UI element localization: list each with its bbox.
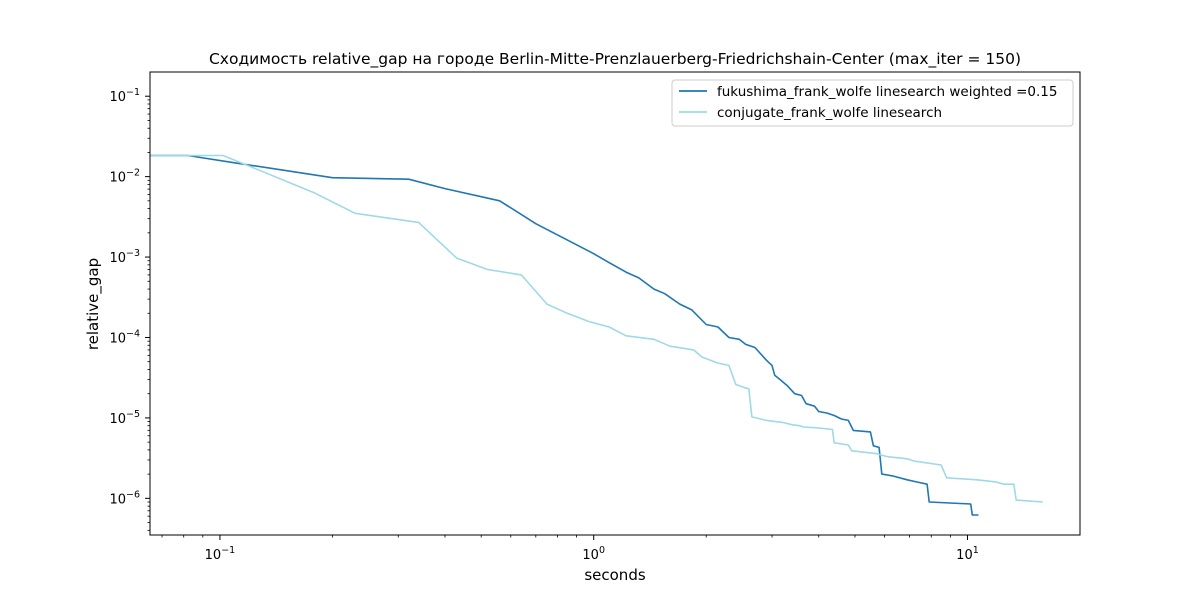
chart-title: Сходимость relative_gap на городе Berlin… (209, 50, 1021, 69)
legend-box (671, 79, 1074, 127)
x-tick-label: 100 (582, 545, 605, 563)
y-tick-label: 10−4 (109, 328, 140, 346)
y-tick-label: 10−3 (109, 248, 140, 266)
legend-label-2: conjugate_frank_wolfe linesearch (717, 105, 942, 121)
y-tick-label: 10−1 (109, 87, 140, 105)
series-line-1 (150, 154, 979, 516)
x-tick-label: 101 (956, 545, 979, 563)
legend-label-1: fukushima_frank_wolfe linesearch weighte… (717, 84, 1057, 100)
y-tick-label: 10−2 (109, 168, 140, 186)
y-tick-label: 10−5 (109, 409, 140, 427)
y-axis-label: relative_gap (84, 258, 103, 350)
x-tick-label: 10−1 (205, 545, 236, 563)
series-layer (150, 154, 1043, 516)
y-axis: 10−6 10−5 10−4 10−3 10−2 10−1 (109, 87, 150, 531)
y-tick-label: 10−6 (109, 489, 140, 507)
x-axis-label: seconds (584, 566, 645, 584)
legend: fukushima_frank_wolfe linesearch weighte… (671, 79, 1074, 127)
x-axis: 10−1 100 101 (161, 535, 979, 563)
series-line-2 (150, 154, 1043, 503)
plot-frame (149, 71, 1081, 536)
